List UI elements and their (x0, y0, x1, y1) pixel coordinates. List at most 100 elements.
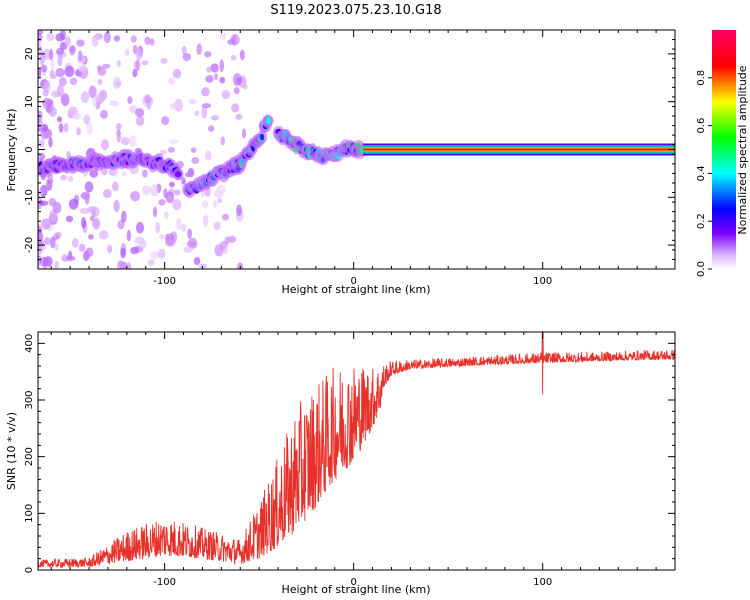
noise-blob (235, 113, 243, 120)
colorbar-tick-label: 0.0 (696, 261, 707, 277)
noise-blob (71, 238, 79, 248)
noise-blob (168, 181, 175, 188)
noise-blob (201, 103, 212, 109)
noise-blob (64, 36, 71, 47)
noise-blob (69, 77, 78, 86)
noise-blob (147, 259, 155, 267)
noise-blob (58, 122, 64, 133)
noise-blob (113, 199, 120, 213)
noise-blob (72, 113, 82, 120)
noise-blob (41, 218, 51, 230)
noise-blob (187, 237, 198, 249)
noise-blob (135, 108, 145, 118)
noise-blob (120, 210, 127, 223)
colorbar-label: Normalized spectral amplitude (736, 65, 749, 234)
noise-blob (48, 106, 57, 118)
noise-blob (219, 59, 225, 73)
figure-title: S119.2023.075.23.10.G18 (270, 3, 441, 18)
noise-blob (169, 138, 179, 144)
noise-blob (100, 139, 109, 151)
noise-blob (198, 263, 207, 269)
spectrogram-x-tick-label: -100 (153, 276, 176, 287)
snr-y-tick-label: 200 (24, 447, 35, 466)
noise-blob (92, 96, 97, 108)
noise-blob (68, 198, 79, 210)
noise-blob (165, 239, 176, 247)
noise-blob (152, 206, 158, 218)
noise-blob (130, 190, 141, 202)
noise-blob (201, 87, 210, 97)
noise-blob (39, 200, 49, 206)
spectrogram-y-tick-label: 10 (24, 95, 35, 108)
noise-blob (141, 60, 149, 66)
noise-blob (191, 157, 200, 164)
ridge-point (266, 116, 271, 125)
noise-blob (172, 68, 182, 79)
noise-blob (235, 77, 243, 85)
noise-blob (222, 213, 229, 221)
snr-marks (38, 332, 675, 569)
noise-blob (194, 110, 200, 117)
noise-blob (133, 60, 141, 70)
noise-blob (67, 176, 74, 183)
noise-blob (102, 189, 112, 198)
noise-blob (170, 102, 177, 110)
noise-blob (88, 234, 94, 240)
noise-blob (76, 39, 85, 47)
noise-blob (49, 70, 55, 77)
noise-blob (135, 221, 145, 234)
noise-blob (236, 204, 243, 216)
carrier-line-band (363, 148, 675, 151)
noise-blob (42, 97, 52, 109)
noise-blob (116, 130, 121, 143)
noise-blob (86, 122, 94, 135)
noise-blob (135, 47, 143, 61)
noise-blob (84, 194, 90, 205)
colorbar-tick-label: 0.2 (696, 213, 707, 229)
colorbar-tick-label: 0.6 (696, 118, 707, 134)
noise-blob (54, 243, 59, 251)
spectrogram-y-tick-label: -20 (24, 237, 35, 253)
colorbar-gradient (712, 30, 736, 269)
noise-blob (172, 199, 182, 211)
noise-blob (58, 77, 67, 87)
noise-blob (60, 174, 67, 181)
noise-blob (55, 67, 65, 78)
noise-blob (48, 137, 53, 148)
noise-blob (168, 77, 176, 85)
noise-blob (49, 236, 56, 249)
noise-blob (188, 98, 196, 105)
noise-blob (212, 200, 217, 208)
noise-blob (220, 136, 226, 146)
noise-blob (84, 181, 94, 193)
noise-blob (221, 90, 231, 99)
snr-x-label: Height of straight line (km) (281, 583, 430, 596)
noise-blob (49, 49, 54, 61)
noise-blob (233, 87, 240, 95)
noise-blob (59, 30, 66, 41)
snr-y-tick-label: 100 (24, 504, 35, 523)
noise-blob (91, 34, 99, 48)
snr-y-tick-label: 0 (24, 567, 35, 573)
spectrogram-y-label: Frequency (Hz) (5, 109, 18, 192)
noise-blob (159, 149, 167, 155)
colorbar-tick-label: 0.8 (696, 70, 707, 86)
ridge-point (259, 133, 265, 141)
noise-blob (213, 73, 219, 81)
noise-blob (184, 172, 191, 178)
noise-blob (81, 217, 87, 229)
noise-blob (223, 247, 228, 254)
noise-blob (224, 236, 230, 245)
noise-blob (125, 49, 130, 57)
snr-x-tick-label: -100 (153, 577, 176, 588)
noise-blob (207, 125, 215, 132)
colorbar-tick-label: 0.4 (696, 165, 707, 181)
noise-blob (120, 137, 130, 146)
noise-blob (157, 248, 166, 259)
noise-blob (142, 185, 151, 196)
noise-blob (127, 96, 133, 104)
noise-blob (46, 31, 55, 42)
noise-blob (144, 94, 151, 104)
noise-blob (57, 53, 63, 67)
